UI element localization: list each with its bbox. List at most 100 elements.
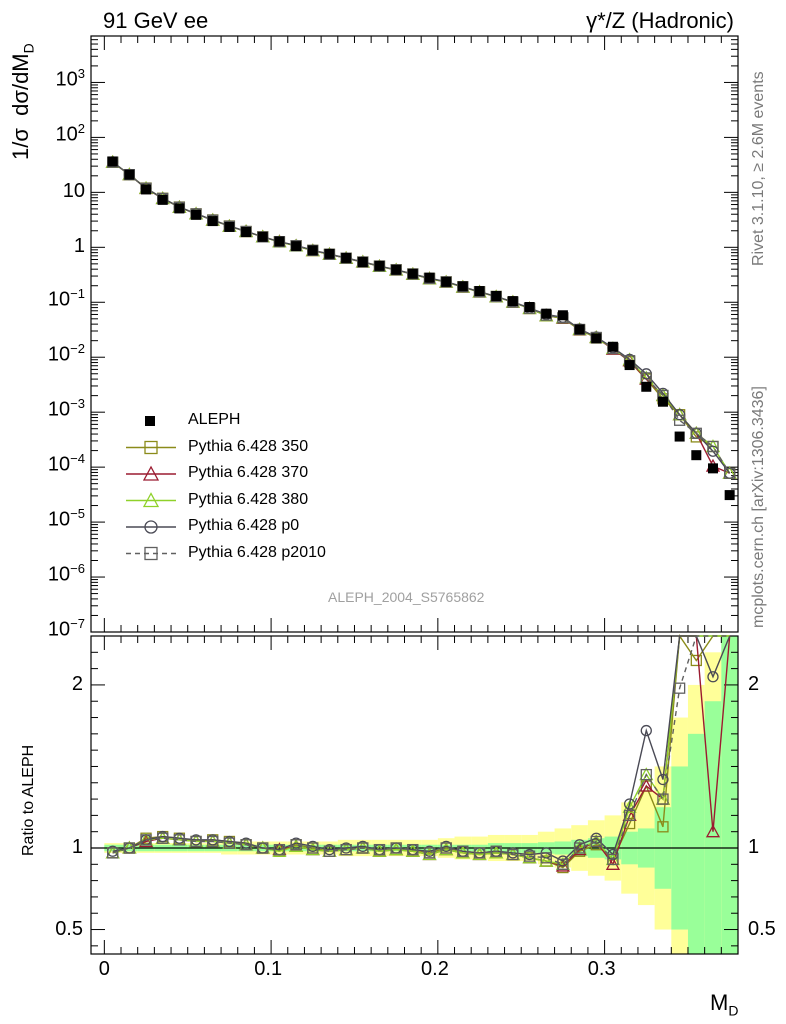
aleph-point	[274, 236, 285, 247]
series-marker-ratio	[173, 834, 186, 846]
y-tick-exponent: −2	[70, 341, 85, 357]
aleph-point	[124, 169, 135, 180]
ratio-tick-label-right: 0.5	[748, 917, 776, 940]
series-marker-ratio	[623, 798, 636, 810]
y-tick-label: 10−1	[47, 286, 85, 311]
series-marker-ratio	[407, 843, 419, 856]
y-axis-label: 1/σ dσ/dMD	[8, 43, 37, 160]
aleph-point	[707, 463, 718, 474]
series-marker-ratio	[690, 654, 702, 667]
series-marker-ratio	[390, 842, 402, 854]
y-tick-exponent: −6	[70, 561, 85, 577]
y-tick-label: 102	[55, 121, 85, 147]
y-tick-label: 103	[55, 66, 85, 92]
y-tick-label: 10−4	[47, 451, 85, 476]
ratio-tick-label-left: 2	[71, 672, 83, 695]
y-tick-exponent: −3	[70, 396, 85, 412]
aleph-point	[641, 381, 652, 392]
series-marker-ratio	[507, 848, 519, 861]
y-tick-label: 10−2	[47, 341, 85, 366]
series-marker-ratio	[157, 832, 169, 844]
legend-marker	[142, 465, 160, 481]
x-axis-label: MD	[710, 990, 739, 1019]
series-marker-ratio	[190, 835, 202, 848]
ratio-tick-label-right: 2	[748, 672, 760, 695]
ratio-tick-label-left: 1	[71, 836, 83, 858]
series-marker-main	[707, 440, 719, 453]
series-marker-ratio	[372, 843, 387, 857]
main-series	[105, 154, 737, 479]
x-tick-label: 0.1	[254, 958, 283, 980]
ratio-band-inner	[721, 636, 738, 954]
series-marker-ratio	[257, 842, 269, 854]
legend-label: Pythia 6.428 370	[188, 464, 309, 481]
series-marker-ratio	[373, 843, 386, 856]
series-marker-ratio	[272, 843, 287, 857]
series-marker-ratio	[440, 842, 452, 854]
series-marker-ratio	[223, 837, 236, 849]
series-marker-ratio	[623, 809, 636, 822]
aleph-point	[657, 396, 668, 407]
y-tick-label: 10	[62, 180, 85, 203]
header-right: γ*/Z (Hadronic)	[586, 8, 734, 33]
series-marker-ratio	[523, 850, 536, 862]
rivet-label: Rivet 3.1.10, ≥ 2.6M events	[750, 71, 767, 266]
series-marker-ratio	[457, 845, 469, 857]
series-marker-ratio	[107, 847, 119, 859]
y-tick-exponent: −5	[70, 506, 85, 522]
legend-marker	[144, 546, 158, 561]
aleph-point	[557, 310, 568, 321]
y-tick-exponent: −7	[70, 616, 85, 631]
series-marker-main	[690, 427, 702, 439]
aleph-point	[507, 296, 518, 307]
x-tick-label: 0.3	[587, 958, 616, 980]
aleph-point	[457, 281, 468, 292]
series-marker-ratio	[640, 768, 652, 781]
series-marker-ratio	[489, 845, 504, 859]
watermark: ALEPH_2004_S5765862	[328, 589, 485, 605]
legend-marker	[145, 416, 155, 426]
aleph-point	[141, 184, 152, 195]
series-marker-ratio	[123, 842, 136, 854]
series-marker-ratio	[607, 853, 619, 866]
aleph-point	[441, 276, 452, 287]
legend-label: ALEPH	[188, 411, 241, 428]
aleph-point	[324, 248, 335, 259]
series-marker-ratio	[640, 724, 652, 737]
y-tick-exponent: 3	[77, 66, 85, 82]
series-marker-ratio	[307, 842, 319, 854]
aleph-points	[107, 156, 735, 501]
series-marker-ratio	[705, 824, 721, 838]
header-left: 91 GeV ee	[103, 8, 209, 33]
y-tick-label: 10−5	[47, 506, 85, 531]
aleph-point	[407, 268, 418, 279]
series-marker-ratio	[673, 682, 686, 694]
plot-frames	[90, 35, 739, 955]
series-marker-ratio	[340, 843, 352, 856]
aleph-point	[674, 431, 685, 442]
series-marker-ratio	[290, 839, 302, 851]
y-tick-label: 1	[73, 235, 85, 258]
aleph-point	[541, 308, 552, 319]
series-marker-ratio	[557, 858, 569, 870]
series-marker-ratio	[140, 834, 152, 846]
ratio-tick-label-right: 1	[748, 836, 760, 858]
series-marker-ratio	[357, 842, 369, 854]
aleph-point	[624, 360, 635, 371]
series-marker-ratio	[423, 847, 436, 859]
legend-label: Pythia 6.428 p0	[188, 517, 300, 534]
y-tick-label: 10−6	[47, 561, 85, 586]
aleph-point	[724, 490, 735, 501]
aleph-point	[357, 257, 368, 268]
series-marker-ratio	[540, 852, 552, 864]
ratio-tick-label-left: 0.5	[55, 917, 83, 940]
aleph-point	[107, 156, 118, 167]
ratio-axis-label: Ratio to ALEPH	[20, 744, 37, 856]
y-tick-label: 10−3	[47, 396, 85, 421]
series-marker-ratio	[657, 773, 669, 786]
y-tick-exponent: −1	[70, 286, 85, 302]
aleph-point	[224, 221, 235, 232]
aleph-point	[157, 194, 168, 205]
series-marker-main	[673, 414, 686, 426]
series-marker-ratio	[639, 778, 654, 792]
